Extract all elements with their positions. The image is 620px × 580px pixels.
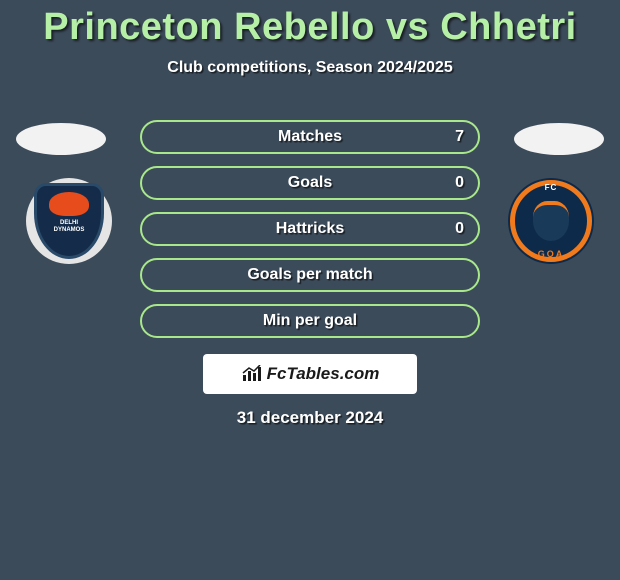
stat-label: Goals bbox=[288, 174, 332, 192]
stat-right-value: 7 bbox=[455, 128, 464, 146]
stat-label: Goals per match bbox=[247, 266, 372, 284]
bar-chart-icon bbox=[241, 365, 263, 383]
stat-row-matches: Matches 7 bbox=[140, 120, 480, 154]
delhi-shield: DELHI DYNAMOS bbox=[34, 183, 104, 259]
page-title: Princeton Rebello vs Chhetri bbox=[0, 0, 620, 49]
delhi-text-bottom: DYNAMOS bbox=[54, 227, 85, 233]
infographic-root: Princeton Rebello vs Chhetri Club compet… bbox=[0, 0, 620, 580]
goa-text: GOA bbox=[515, 249, 587, 259]
stat-row-mpg: Min per goal bbox=[140, 304, 480, 338]
stat-row-gpm: Goals per match bbox=[140, 258, 480, 292]
stat-label: Hattricks bbox=[276, 220, 344, 238]
stat-row-goals: Goals 0 bbox=[140, 166, 480, 200]
stat-row-hattricks: Hattricks 0 bbox=[140, 212, 480, 246]
delhi-text: DELHI DYNAMOS bbox=[54, 220, 85, 233]
goa-gaur-icon bbox=[533, 201, 569, 241]
goa-fc-text: FC bbox=[515, 183, 587, 192]
date-text: 31 december 2024 bbox=[0, 408, 620, 428]
stat-label: Min per goal bbox=[263, 312, 357, 330]
delhi-lion-icon bbox=[49, 192, 89, 216]
left-player-avatar bbox=[16, 123, 106, 155]
right-player-avatar bbox=[514, 123, 604, 155]
brand-text: FcTables.com bbox=[267, 364, 380, 384]
stat-right-value: 0 bbox=[455, 220, 464, 238]
left-club-badge: DELHI DYNAMOS bbox=[26, 178, 112, 264]
stat-label: Matches bbox=[278, 128, 342, 146]
brand-box: FcTables.com bbox=[203, 354, 417, 394]
stat-right-value: 0 bbox=[455, 174, 464, 192]
goa-ring: FC GOA bbox=[510, 180, 592, 262]
delhi-text-top: DELHI bbox=[60, 220, 78, 226]
right-club-badge: FC GOA bbox=[508, 178, 594, 264]
stats-table: Matches 7 Goals 0 Hattricks 0 Goals per … bbox=[140, 120, 480, 350]
page-subtitle: Club competitions, Season 2024/2025 bbox=[0, 59, 620, 77]
